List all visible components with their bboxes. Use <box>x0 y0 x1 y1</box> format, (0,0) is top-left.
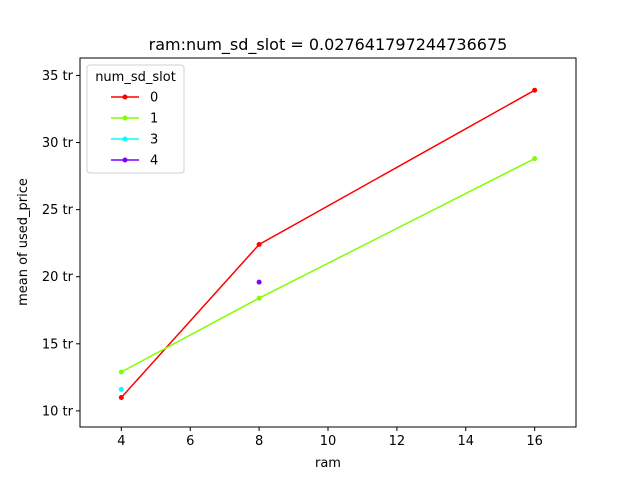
legend-marker <box>122 115 128 121</box>
series-0 <box>118 87 538 400</box>
legend-label: 3 <box>150 133 158 148</box>
legend-title: num_sd_slot <box>95 70 176 85</box>
y-tick-label: 35 tr <box>42 69 74 84</box>
data-point <box>532 156 538 162</box>
data-point <box>256 279 262 285</box>
x-axis: 4 6 8 10 12 14 16 <box>117 427 543 449</box>
x-tick-label: 8 <box>255 434 263 449</box>
legend-entry-1: 1 <box>111 112 158 127</box>
x-tick-label: 6 <box>186 434 194 449</box>
data-point <box>256 295 262 301</box>
legend-marker <box>122 157 128 163</box>
plot-area <box>118 87 538 400</box>
y-axis-label: mean of used_price <box>16 178 31 306</box>
data-point <box>118 369 124 375</box>
y-tick-label: 30 tr <box>42 136 74 151</box>
legend-box <box>86 64 185 174</box>
legend-entry-0: 0 <box>111 91 158 106</box>
data-point <box>532 87 538 93</box>
y-tick-label: 25 tr <box>42 203 74 218</box>
data-point <box>118 394 124 400</box>
y-axis: 10 tr 15 tr 20 tr 25 tr 30 tr 35 tr <box>42 69 80 419</box>
legend-marker <box>122 136 128 142</box>
y-tick-label: 15 tr <box>42 337 74 352</box>
legend-entry-3: 3 <box>111 133 158 148</box>
data-point <box>118 386 124 392</box>
x-tick-label: 10 <box>320 434 337 449</box>
legend: num_sd_slot 0 1 3 4 <box>86 64 185 174</box>
x-tick-label: 14 <box>458 434 475 449</box>
x-tick-label: 4 <box>117 434 125 449</box>
chart-title: ram:num_sd_slot = 0.027641797244736675 <box>149 35 508 55</box>
legend-entries: 0 1 3 4 <box>111 91 158 169</box>
legend-entry-4: 4 <box>111 154 158 169</box>
x-tick-label: 12 <box>389 434 406 449</box>
y-tick-label: 20 tr <box>42 270 74 285</box>
y-tick-label: 10 tr <box>42 404 74 419</box>
series-4 <box>256 279 262 285</box>
x-axis-label: ram <box>315 456 341 471</box>
series-1 <box>118 156 538 375</box>
legend-label: 4 <box>150 154 158 169</box>
legend-marker <box>122 94 128 100</box>
legend-label: 1 <box>150 112 158 127</box>
series-3 <box>118 386 124 392</box>
data-point <box>256 242 262 248</box>
legend-label: 0 <box>150 91 158 106</box>
x-tick-label: 16 <box>526 434 543 449</box>
